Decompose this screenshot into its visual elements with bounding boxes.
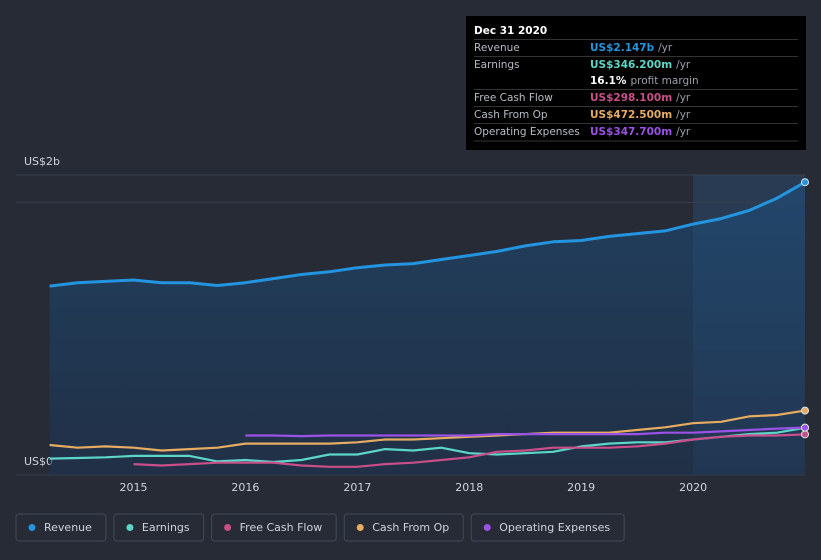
- tooltip-unit: /yr: [676, 59, 691, 71]
- series-line: [49, 180, 806, 288]
- tooltip-unit: /yr: [676, 92, 691, 104]
- margin-label: profit margin: [630, 75, 698, 87]
- tooltip-box: [466, 16, 806, 150]
- tooltip-value-amount: US$2.147b: [590, 42, 655, 54]
- series-line: [133, 433, 806, 468]
- tooltip-value: US$298.100m/yr: [590, 92, 691, 104]
- legend-label: Cash From Op: [372, 521, 449, 534]
- series-line: [49, 409, 806, 452]
- legend-swatch: [483, 524, 491, 531]
- end-point: [801, 406, 809, 415]
- revenue-area: [49, 182, 806, 475]
- tooltip-value-amount: US$472.500m: [590, 109, 672, 121]
- legend-swatch: [224, 524, 232, 531]
- tooltip-unit: /yr: [676, 109, 691, 121]
- tooltip-value-amount: US$346.200m: [590, 59, 672, 71]
- x-tick-label: 2017: [343, 481, 371, 494]
- x-tick-label: 2019: [567, 481, 595, 494]
- legend-label: Operating Expenses: [499, 521, 610, 534]
- legend-button[interactable]: [343, 513, 464, 542]
- legend-label: Revenue: [44, 521, 92, 534]
- y-tick-label: US$2b: [24, 155, 60, 168]
- x-tick-label: 2016: [231, 481, 259, 494]
- margin-value: 16.1%: [590, 75, 627, 87]
- x-tick-label: 2015: [120, 481, 148, 494]
- tooltip-value: US$347.700m/yr: [590, 126, 691, 138]
- series-line: [245, 426, 806, 438]
- legend-button[interactable]: [15, 513, 107, 542]
- end-point: [801, 178, 809, 187]
- tooltip-title: Dec 31 2020: [474, 25, 547, 37]
- legend-swatch: [356, 524, 364, 531]
- tooltip-value: US$346.200m/yr: [590, 59, 691, 71]
- tooltip-label: Operating Expenses: [474, 126, 580, 138]
- legend-button[interactable]: [470, 513, 625, 542]
- legend-item[interactable]: Operating Expenses: [470, 513, 625, 542]
- legend-item[interactable]: Earnings: [113, 513, 205, 542]
- x-tick-label: 2020: [679, 481, 707, 494]
- legend-item[interactable]: Free Cash Flow: [211, 513, 337, 542]
- tooltip-label: Revenue: [474, 42, 520, 54]
- legend-swatch: [28, 524, 36, 531]
- tooltip-value: US$2.147b/yr: [590, 42, 673, 54]
- x-tick-label: 2018: [455, 481, 483, 494]
- tooltip-margin: 16.1% profit margin: [590, 75, 699, 87]
- tooltip-label: Free Cash Flow: [474, 92, 553, 104]
- tooltip-value-amount: US$298.100m: [590, 92, 672, 104]
- tooltip-label: Earnings: [474, 59, 520, 71]
- legend-swatch: [126, 524, 134, 531]
- end-point: [801, 423, 809, 432]
- legend-label: Earnings: [142, 521, 190, 534]
- tooltip-label: Cash From Op: [474, 109, 548, 121]
- tooltip-unit: /yr: [676, 126, 691, 138]
- legend-button[interactable]: [113, 513, 205, 542]
- y-tick-label: US$0: [24, 455, 53, 468]
- tooltip: Dec 31 2020 Revenue US$2.147b/yr Earnings US…: [466, 16, 806, 150]
- tooltip-unit: /yr: [658, 42, 673, 54]
- legend-button[interactable]: [211, 513, 337, 542]
- tooltip-value: US$472.500m/yr: [590, 109, 691, 121]
- tooltip-value-amount: US$347.700m: [590, 126, 672, 138]
- end-point: [801, 430, 809, 439]
- legend-item[interactable]: Revenue: [15, 513, 107, 542]
- legend-item[interactable]: Cash From Op: [343, 513, 464, 542]
- legend-label: Free Cash Flow: [240, 521, 323, 534]
